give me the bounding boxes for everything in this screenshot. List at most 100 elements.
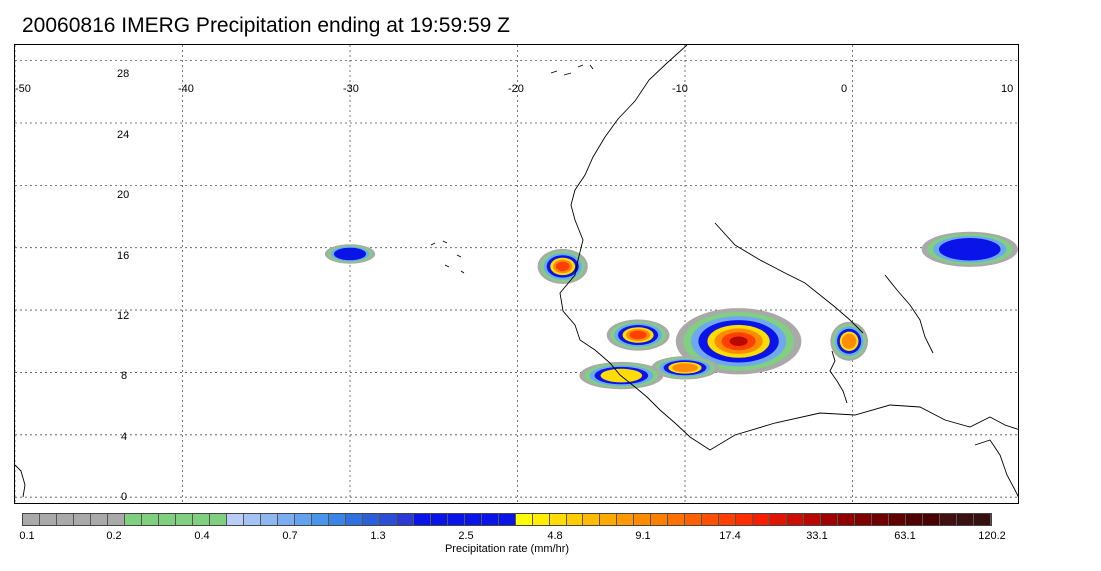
colorbar-swatch — [73, 514, 91, 525]
colorbar-swatch — [940, 514, 958, 525]
lon-tick-label: -40 — [178, 83, 194, 95]
guinea-cell — [606, 319, 670, 351]
colorbar-swatch — [804, 514, 822, 525]
niger-river — [714, 222, 864, 334]
colorbar-swatch — [923, 514, 941, 525]
colorbar-label: 120.2 — [978, 530, 1006, 542]
colorbar-swatch — [379, 514, 397, 525]
page-title: 20060816 IMERG Precipitation ending at 1… — [22, 14, 510, 37]
colorbar-swatch — [600, 514, 618, 525]
colorbar-swatch — [447, 514, 465, 525]
colorbar-swatch — [328, 514, 346, 525]
colorbar-swatch — [753, 514, 771, 525]
colorbar-swatch — [498, 514, 516, 525]
lat-tick-label: 4 — [121, 431, 128, 443]
precip-contour — [333, 247, 367, 261]
atlantic-cell-1 — [324, 244, 376, 264]
colorbar-swatch — [838, 514, 856, 525]
colorbar-swatch — [345, 514, 363, 525]
colorbar-swatch — [685, 514, 703, 525]
colorbar-swatch — [583, 514, 601, 525]
colorbar-swatch — [702, 514, 720, 525]
colorbar-swatch — [311, 514, 329, 525]
lon-tick-label: 0 — [841, 83, 848, 95]
precip-contour — [841, 333, 857, 349]
colorbar-swatch — [770, 514, 788, 525]
lat-tick-label: 28 — [117, 68, 130, 80]
lat-tick-label: 12 — [117, 310, 130, 322]
colorbar-label: 17.4 — [719, 530, 741, 542]
precip-contour — [729, 336, 748, 347]
colorbar-label: 0.2 — [106, 530, 122, 542]
coastline — [15, 45, 1018, 498]
precip-contour — [938, 238, 1001, 261]
colorbar-swatch — [23, 514, 40, 525]
colorbar-swatch — [158, 514, 176, 525]
colorbar-label: 0.4 — [194, 530, 210, 542]
colorbar-label: 4.8 — [547, 530, 563, 542]
colorbar-swatch — [974, 514, 992, 525]
colorbar-swatch — [787, 514, 805, 525]
nigeria-north-cell — [921, 231, 1018, 267]
colorbar-swatch — [651, 514, 669, 525]
colorbar-swatch — [294, 514, 312, 525]
colorbar-swatch — [192, 514, 210, 525]
precipitation-map[interactable]: -50 -40 -30 -20 -10 0 10 28 24 20 16 12 … — [14, 44, 1019, 504]
canary-islands — [550, 64, 594, 76]
lon-tick-label: -50 — [15, 83, 31, 95]
colorbar-swatch — [124, 514, 142, 525]
colorbar-swatch — [855, 514, 873, 525]
map-canvas — [15, 45, 1018, 503]
colorbar-swatch — [668, 514, 686, 525]
lat-tick-label: 8 — [121, 370, 128, 382]
west-africa-coast-cell — [537, 248, 588, 284]
colorbar-swatch — [821, 514, 839, 525]
colorbar-swatch — [413, 514, 431, 525]
africa-coastline — [559, 45, 1018, 451]
colorbar-swatch — [277, 514, 295, 525]
colorbar-label: 63.1 — [894, 530, 916, 542]
cape-verde-islands — [430, 240, 465, 274]
precipitation-field — [324, 231, 1018, 390]
colorbar-swatch — [464, 514, 482, 525]
colorbar-swatch — [430, 514, 448, 525]
colorbar-swatch — [906, 514, 924, 525]
cameroon-coastline — [974, 439, 1018, 498]
colorbar — [22, 513, 992, 526]
ivory-coast-cell — [651, 356, 719, 380]
colorbar-swatch — [90, 514, 108, 525]
colorbar-swatch — [889, 514, 907, 525]
ghana-cell — [830, 321, 868, 361]
lon-tick-label: -20 — [508, 83, 524, 95]
precip-contour — [629, 330, 647, 340]
colorbar-swatch — [957, 514, 975, 525]
lat-tick-label: 20 — [117, 189, 130, 201]
colorbar-swatch — [56, 514, 74, 525]
central-west-africa-cell — [675, 308, 802, 375]
colorbar-swatch — [260, 514, 278, 525]
precip-contour — [672, 363, 698, 373]
colorbar-label: 0.1 — [19, 530, 35, 542]
nigeria-border — [884, 274, 934, 354]
lat-tick-label: 24 — [117, 129, 130, 141]
lat-tick-label: 0 — [121, 491, 128, 503]
colorbar-swatch — [396, 514, 414, 525]
colorbar-swatch — [566, 514, 584, 525]
colorbar-swatch — [226, 514, 244, 525]
colorbar-label: 1.3 — [370, 530, 386, 542]
colorbar-swatch — [634, 514, 652, 525]
colorbar-swatch — [617, 514, 635, 525]
colorbar-swatch — [107, 514, 125, 525]
colorbar-swatch — [872, 514, 890, 525]
colorbar-swatch — [515, 514, 533, 525]
colorbar-swatch — [141, 514, 159, 525]
lon-tick-label: 10 — [1001, 83, 1014, 95]
colorbar-swatch — [362, 514, 380, 525]
colorbar-label: 0.7 — [282, 530, 298, 542]
map-gridlines — [15, 45, 1018, 503]
colorbar-swatch — [243, 514, 261, 525]
colorbar-swatch — [736, 514, 754, 525]
brazil-coastline — [15, 464, 26, 498]
colorbar-swatch — [481, 514, 499, 525]
colorbar-swatch — [175, 514, 193, 525]
